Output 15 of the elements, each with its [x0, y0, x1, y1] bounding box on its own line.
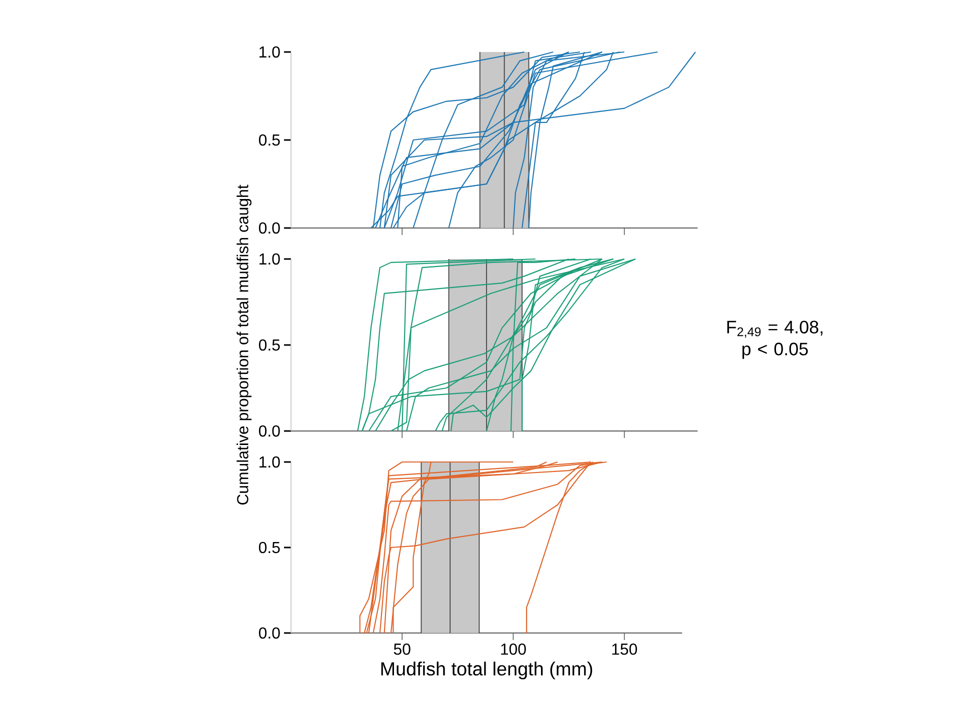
y-tick-label: 0.5: [258, 339, 280, 351]
y-tick-label: 0.0: [258, 222, 280, 234]
y-tick-label: 0.0: [258, 425, 280, 437]
y-tick-label: 1.0: [260, 456, 280, 468]
y-tick-label: 0.5: [258, 134, 280, 146]
x-tick-label: 50: [394, 644, 410, 655]
y-tick-label: 0.0: [258, 627, 280, 639]
x-tick-label: 100: [501, 644, 526, 655]
y-tick-label: 1.0: [260, 46, 280, 58]
x-tick-label: 150: [612, 644, 637, 655]
y-axis-title: Cumulative proportion of total mudfish caught: [236, 184, 252, 505]
text: F$_{2,49}$ = 4.08, p < 0.05: [727, 320, 822, 359]
x-axis-title: Mudfish total length (mm): [381, 662, 592, 680]
y-tick-label: 1.0: [260, 253, 280, 265]
y-tick-label: 0.5: [258, 542, 280, 554]
